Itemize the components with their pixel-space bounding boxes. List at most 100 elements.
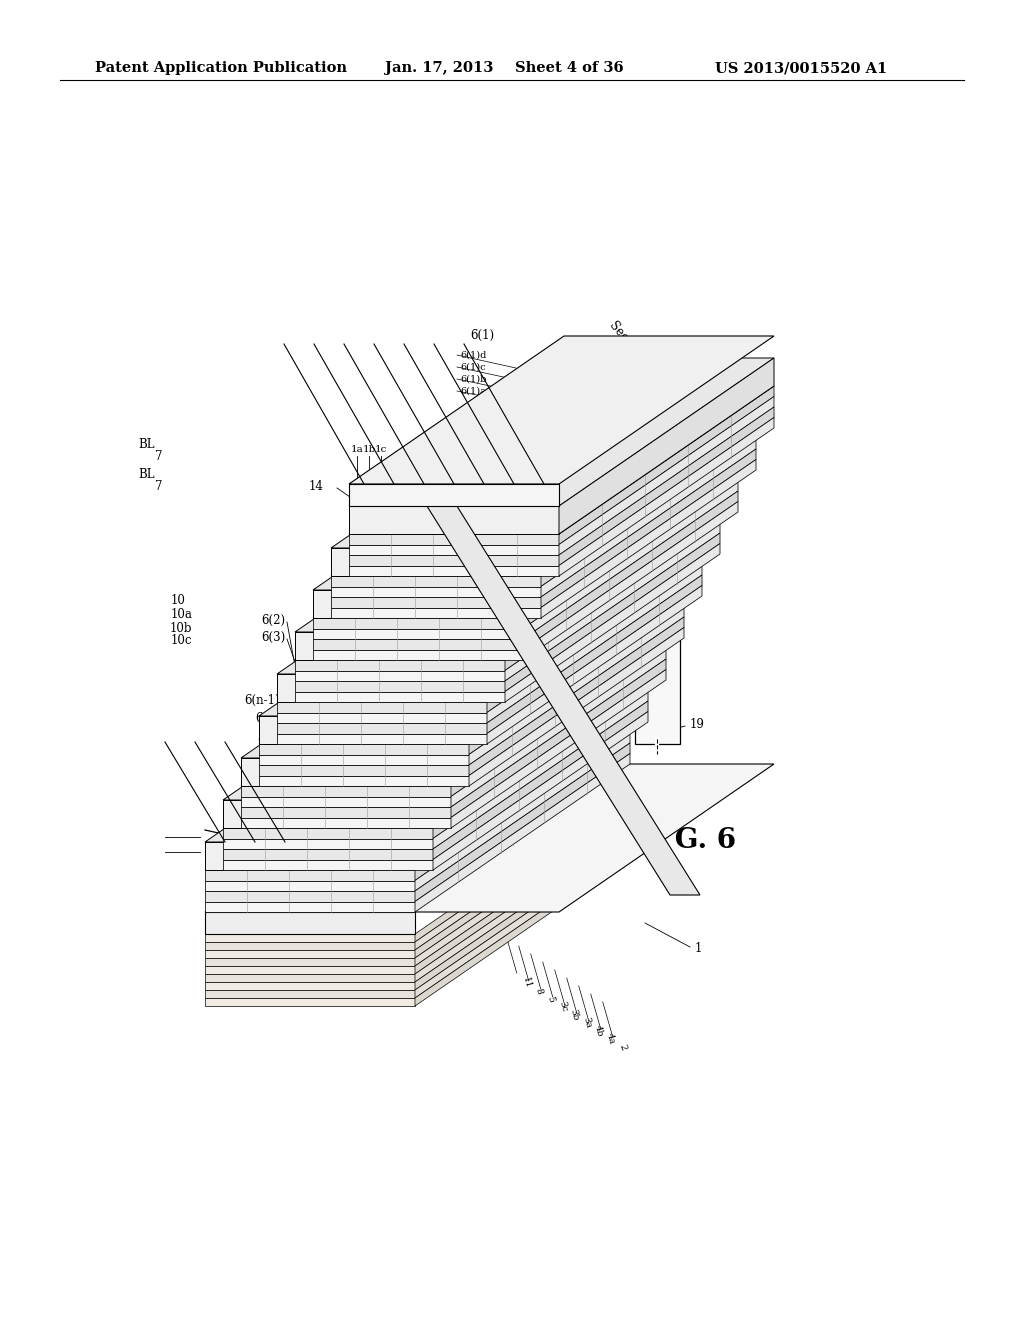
Text: BL: BL xyxy=(138,438,155,451)
Text: 6(1)c: 6(1)c xyxy=(460,363,485,371)
Polygon shape xyxy=(241,817,451,828)
Polygon shape xyxy=(395,455,700,895)
Polygon shape xyxy=(295,681,505,692)
Polygon shape xyxy=(349,337,774,484)
Text: 6(3): 6(3) xyxy=(261,631,285,644)
Text: 3c: 3c xyxy=(557,1001,568,1014)
Polygon shape xyxy=(451,638,666,796)
Text: Ts: Ts xyxy=(527,511,540,524)
Polygon shape xyxy=(349,385,774,535)
Text: 7: 7 xyxy=(155,450,162,463)
Polygon shape xyxy=(241,807,451,817)
Polygon shape xyxy=(433,711,648,870)
Polygon shape xyxy=(487,586,702,744)
Polygon shape xyxy=(469,568,684,744)
Polygon shape xyxy=(349,544,559,554)
Text: Third direction: Third direction xyxy=(614,430,682,507)
Text: 14: 14 xyxy=(309,479,324,492)
Polygon shape xyxy=(487,565,702,723)
Polygon shape xyxy=(295,484,720,632)
Polygon shape xyxy=(415,733,630,891)
Polygon shape xyxy=(331,586,541,597)
Polygon shape xyxy=(295,632,505,660)
Polygon shape xyxy=(469,616,684,776)
Polygon shape xyxy=(415,743,630,902)
Text: First direction: First direction xyxy=(547,395,633,408)
Polygon shape xyxy=(205,966,415,974)
Polygon shape xyxy=(349,554,559,565)
Polygon shape xyxy=(469,597,684,755)
Polygon shape xyxy=(559,396,774,554)
Polygon shape xyxy=(205,902,415,912)
Text: 6(1)a: 6(1)a xyxy=(460,387,485,396)
Text: 4b: 4b xyxy=(593,1024,604,1038)
Polygon shape xyxy=(205,880,415,891)
Polygon shape xyxy=(331,576,541,586)
Polygon shape xyxy=(295,660,505,671)
Polygon shape xyxy=(205,912,415,935)
Polygon shape xyxy=(415,785,630,942)
Text: US 2013/0015520 A1: US 2013/0015520 A1 xyxy=(715,61,887,75)
Polygon shape xyxy=(259,744,469,755)
Polygon shape xyxy=(205,942,415,950)
Polygon shape xyxy=(278,525,702,675)
Polygon shape xyxy=(223,859,433,870)
Polygon shape xyxy=(205,694,630,842)
Polygon shape xyxy=(541,449,756,607)
Polygon shape xyxy=(433,680,648,838)
Polygon shape xyxy=(559,407,774,565)
Polygon shape xyxy=(451,669,666,828)
Polygon shape xyxy=(541,400,756,576)
Polygon shape xyxy=(241,785,451,796)
Text: Patent Application Publication: Patent Application Publication xyxy=(95,61,347,75)
Text: 9b: 9b xyxy=(257,735,272,748)
Polygon shape xyxy=(259,597,684,744)
Polygon shape xyxy=(523,491,738,649)
Polygon shape xyxy=(313,618,523,628)
Polygon shape xyxy=(487,525,702,702)
Polygon shape xyxy=(205,950,415,958)
Polygon shape xyxy=(451,610,666,785)
Text: 1a: 1a xyxy=(350,445,364,454)
Polygon shape xyxy=(241,796,451,807)
Text: 8: 8 xyxy=(534,987,544,995)
Polygon shape xyxy=(313,590,523,618)
Text: 1c: 1c xyxy=(375,445,387,454)
Polygon shape xyxy=(415,826,630,982)
Polygon shape xyxy=(259,755,469,766)
Polygon shape xyxy=(349,506,559,535)
Polygon shape xyxy=(313,442,738,590)
Polygon shape xyxy=(433,701,648,859)
Polygon shape xyxy=(295,671,505,681)
Text: F I G. 6: F I G. 6 xyxy=(624,826,736,854)
Polygon shape xyxy=(205,870,415,880)
Polygon shape xyxy=(331,597,541,607)
Polygon shape xyxy=(349,358,774,506)
Text: 1b: 1b xyxy=(362,445,376,454)
Polygon shape xyxy=(505,544,720,702)
Polygon shape xyxy=(505,484,720,660)
Polygon shape xyxy=(349,535,559,544)
Polygon shape xyxy=(241,610,666,758)
Polygon shape xyxy=(259,715,469,744)
Polygon shape xyxy=(205,764,774,912)
Polygon shape xyxy=(487,576,702,734)
Text: 5: 5 xyxy=(546,995,556,1003)
Polygon shape xyxy=(523,480,738,639)
Polygon shape xyxy=(415,818,630,974)
Text: 4a: 4a xyxy=(605,1032,616,1045)
Polygon shape xyxy=(331,400,756,548)
Polygon shape xyxy=(349,565,559,576)
Text: 1: 1 xyxy=(695,942,702,956)
Text: 10: 10 xyxy=(170,594,185,606)
Text: 3b: 3b xyxy=(569,1008,581,1022)
Polygon shape xyxy=(205,990,415,998)
Polygon shape xyxy=(223,828,433,838)
Text: 6(n): 6(n) xyxy=(256,711,280,725)
Polygon shape xyxy=(313,628,523,639)
Polygon shape xyxy=(313,649,523,660)
Polygon shape xyxy=(541,428,756,586)
Polygon shape xyxy=(223,652,648,800)
Polygon shape xyxy=(278,734,487,744)
Text: 7: 7 xyxy=(155,480,162,494)
